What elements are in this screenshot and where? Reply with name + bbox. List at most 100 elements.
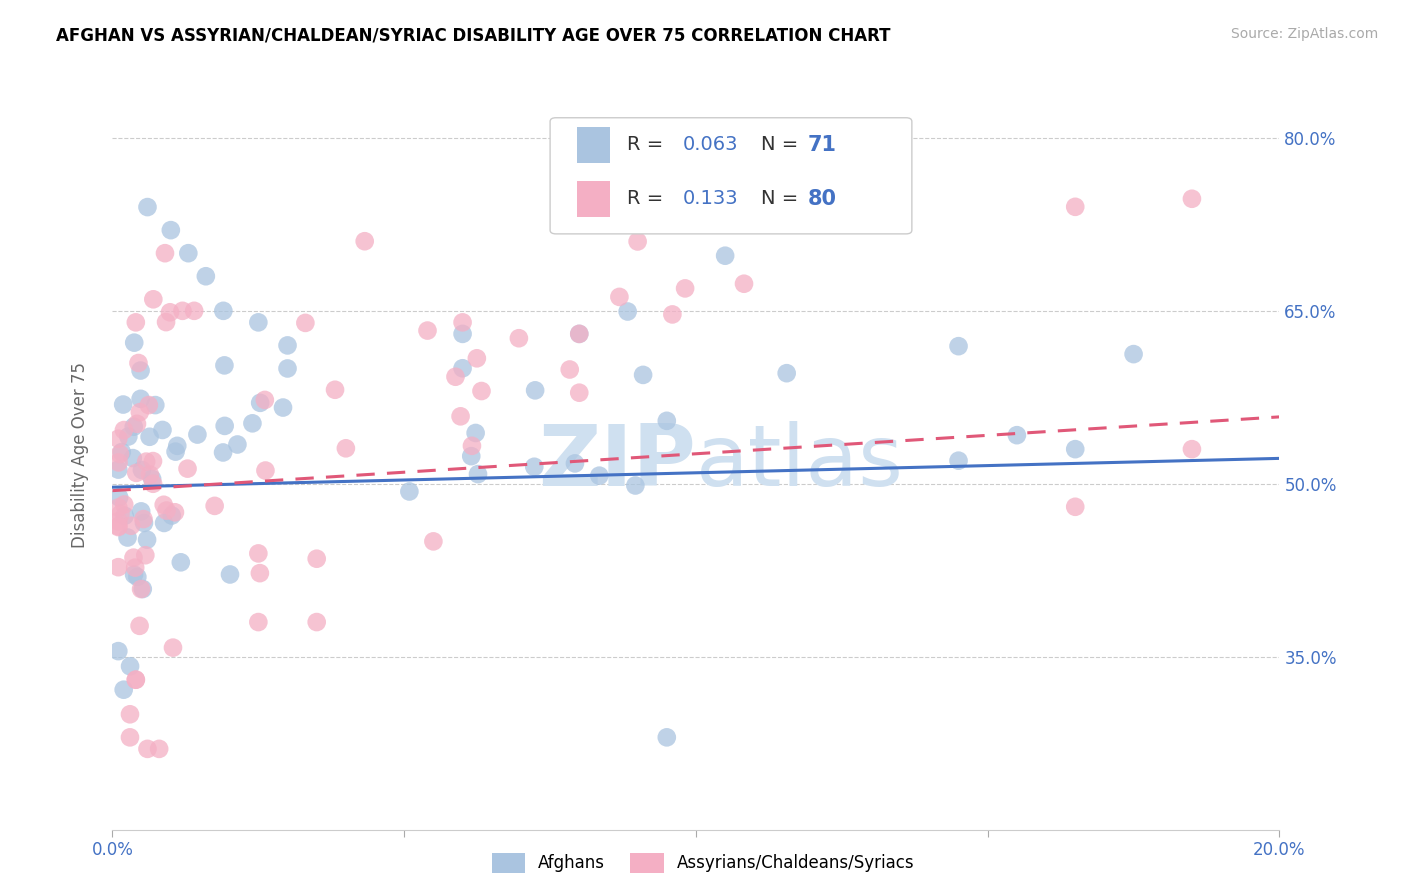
Point (112, 398, 135, 412)
Point (160, 223, 183, 237)
Point (214, 418, 236, 433)
Point (186, 427, 208, 442)
Point (128, 405, 150, 419)
Point (139, 467, 162, 482)
Point (155, 503, 177, 517)
Point (422, 534, 444, 549)
Point (107, 432, 129, 446)
Point (444, 369, 467, 384)
Point (733, 277, 755, 291)
Point (170, 555, 193, 569)
Point (249, 396, 271, 410)
Point (247, 315, 270, 329)
Point (465, 351, 488, 366)
Point (142, 476, 165, 491)
Point (122, 335, 145, 350)
Point (122, 567, 145, 582)
Point (129, 392, 152, 406)
Point (1064, 500, 1087, 514)
Point (568, 326, 591, 341)
Point (450, 409, 472, 424)
Point (120, 659, 142, 673)
Point (136, 200, 159, 214)
Text: N =: N = (761, 189, 804, 208)
Point (132, 582, 155, 596)
Point (129, 504, 152, 518)
Point (138, 430, 160, 444)
Point (1181, 192, 1204, 206)
Text: Source: ZipAtlas.com: Source: ZipAtlas.com (1230, 27, 1378, 41)
Text: 0.063: 0.063 (683, 136, 738, 154)
Point (125, 315, 148, 329)
Point (616, 304, 638, 318)
Point (125, 673, 148, 687)
Point (125, 466, 148, 480)
Point (127, 356, 149, 370)
Point (152, 423, 174, 437)
Y-axis label: Disability Age Over 75: Disability Age Over 75 (70, 362, 89, 548)
Point (673, 281, 696, 295)
Point (117, 429, 139, 443)
Point (398, 484, 420, 499)
Point (134, 548, 156, 562)
Point (353, 234, 375, 248)
Point (631, 368, 654, 382)
Point (460, 449, 482, 463)
Point (128, 619, 150, 633)
Point (634, 213, 657, 227)
Point (214, 359, 236, 373)
Text: AFGHAN VS ASSYRIAN/CHALDEAN/SYRIAC DISABILITY AGE OVER 75 CORRELATION CHART: AFGHAN VS ASSYRIAN/CHALDEAN/SYRIAC DISAB… (56, 27, 891, 45)
Point (1064, 442, 1087, 457)
Text: R =: R = (627, 136, 669, 154)
Point (1064, 200, 1087, 214)
Point (108, 447, 131, 461)
Point (294, 316, 316, 330)
Point (135, 455, 157, 469)
Text: R =: R = (627, 189, 676, 208)
Point (107, 462, 129, 476)
Point (132, 516, 155, 530)
Point (271, 401, 294, 415)
Point (177, 246, 200, 260)
Point (323, 383, 346, 397)
Point (107, 520, 129, 534)
Point (588, 468, 610, 483)
Point (204, 499, 226, 513)
Point (568, 385, 591, 400)
Point (142, 293, 165, 307)
Point (124, 560, 146, 574)
Point (153, 246, 176, 260)
Point (276, 338, 298, 352)
Point (143, 398, 166, 412)
Text: ZIP: ZIP (538, 421, 696, 504)
FancyBboxPatch shape (576, 181, 610, 217)
Point (107, 500, 129, 515)
Point (148, 742, 170, 756)
Point (247, 546, 270, 560)
Point (155, 315, 177, 329)
Point (125, 673, 148, 687)
Point (1181, 442, 1204, 457)
Point (226, 437, 249, 451)
Point (138, 398, 160, 412)
Point (212, 303, 235, 318)
Point (451, 326, 474, 341)
Point (129, 582, 152, 596)
Point (141, 472, 163, 486)
Point (948, 453, 970, 467)
Point (107, 519, 129, 533)
Point (176, 461, 198, 475)
Point (112, 682, 135, 697)
Point (253, 392, 276, 407)
Point (127, 570, 149, 584)
Point (107, 644, 129, 658)
Point (212, 445, 235, 459)
Point (136, 533, 159, 547)
Point (183, 303, 205, 318)
Point (461, 439, 484, 453)
Point (655, 414, 678, 428)
Point (153, 516, 176, 530)
Point (125, 417, 148, 431)
Point (655, 731, 678, 745)
Point (276, 361, 298, 376)
